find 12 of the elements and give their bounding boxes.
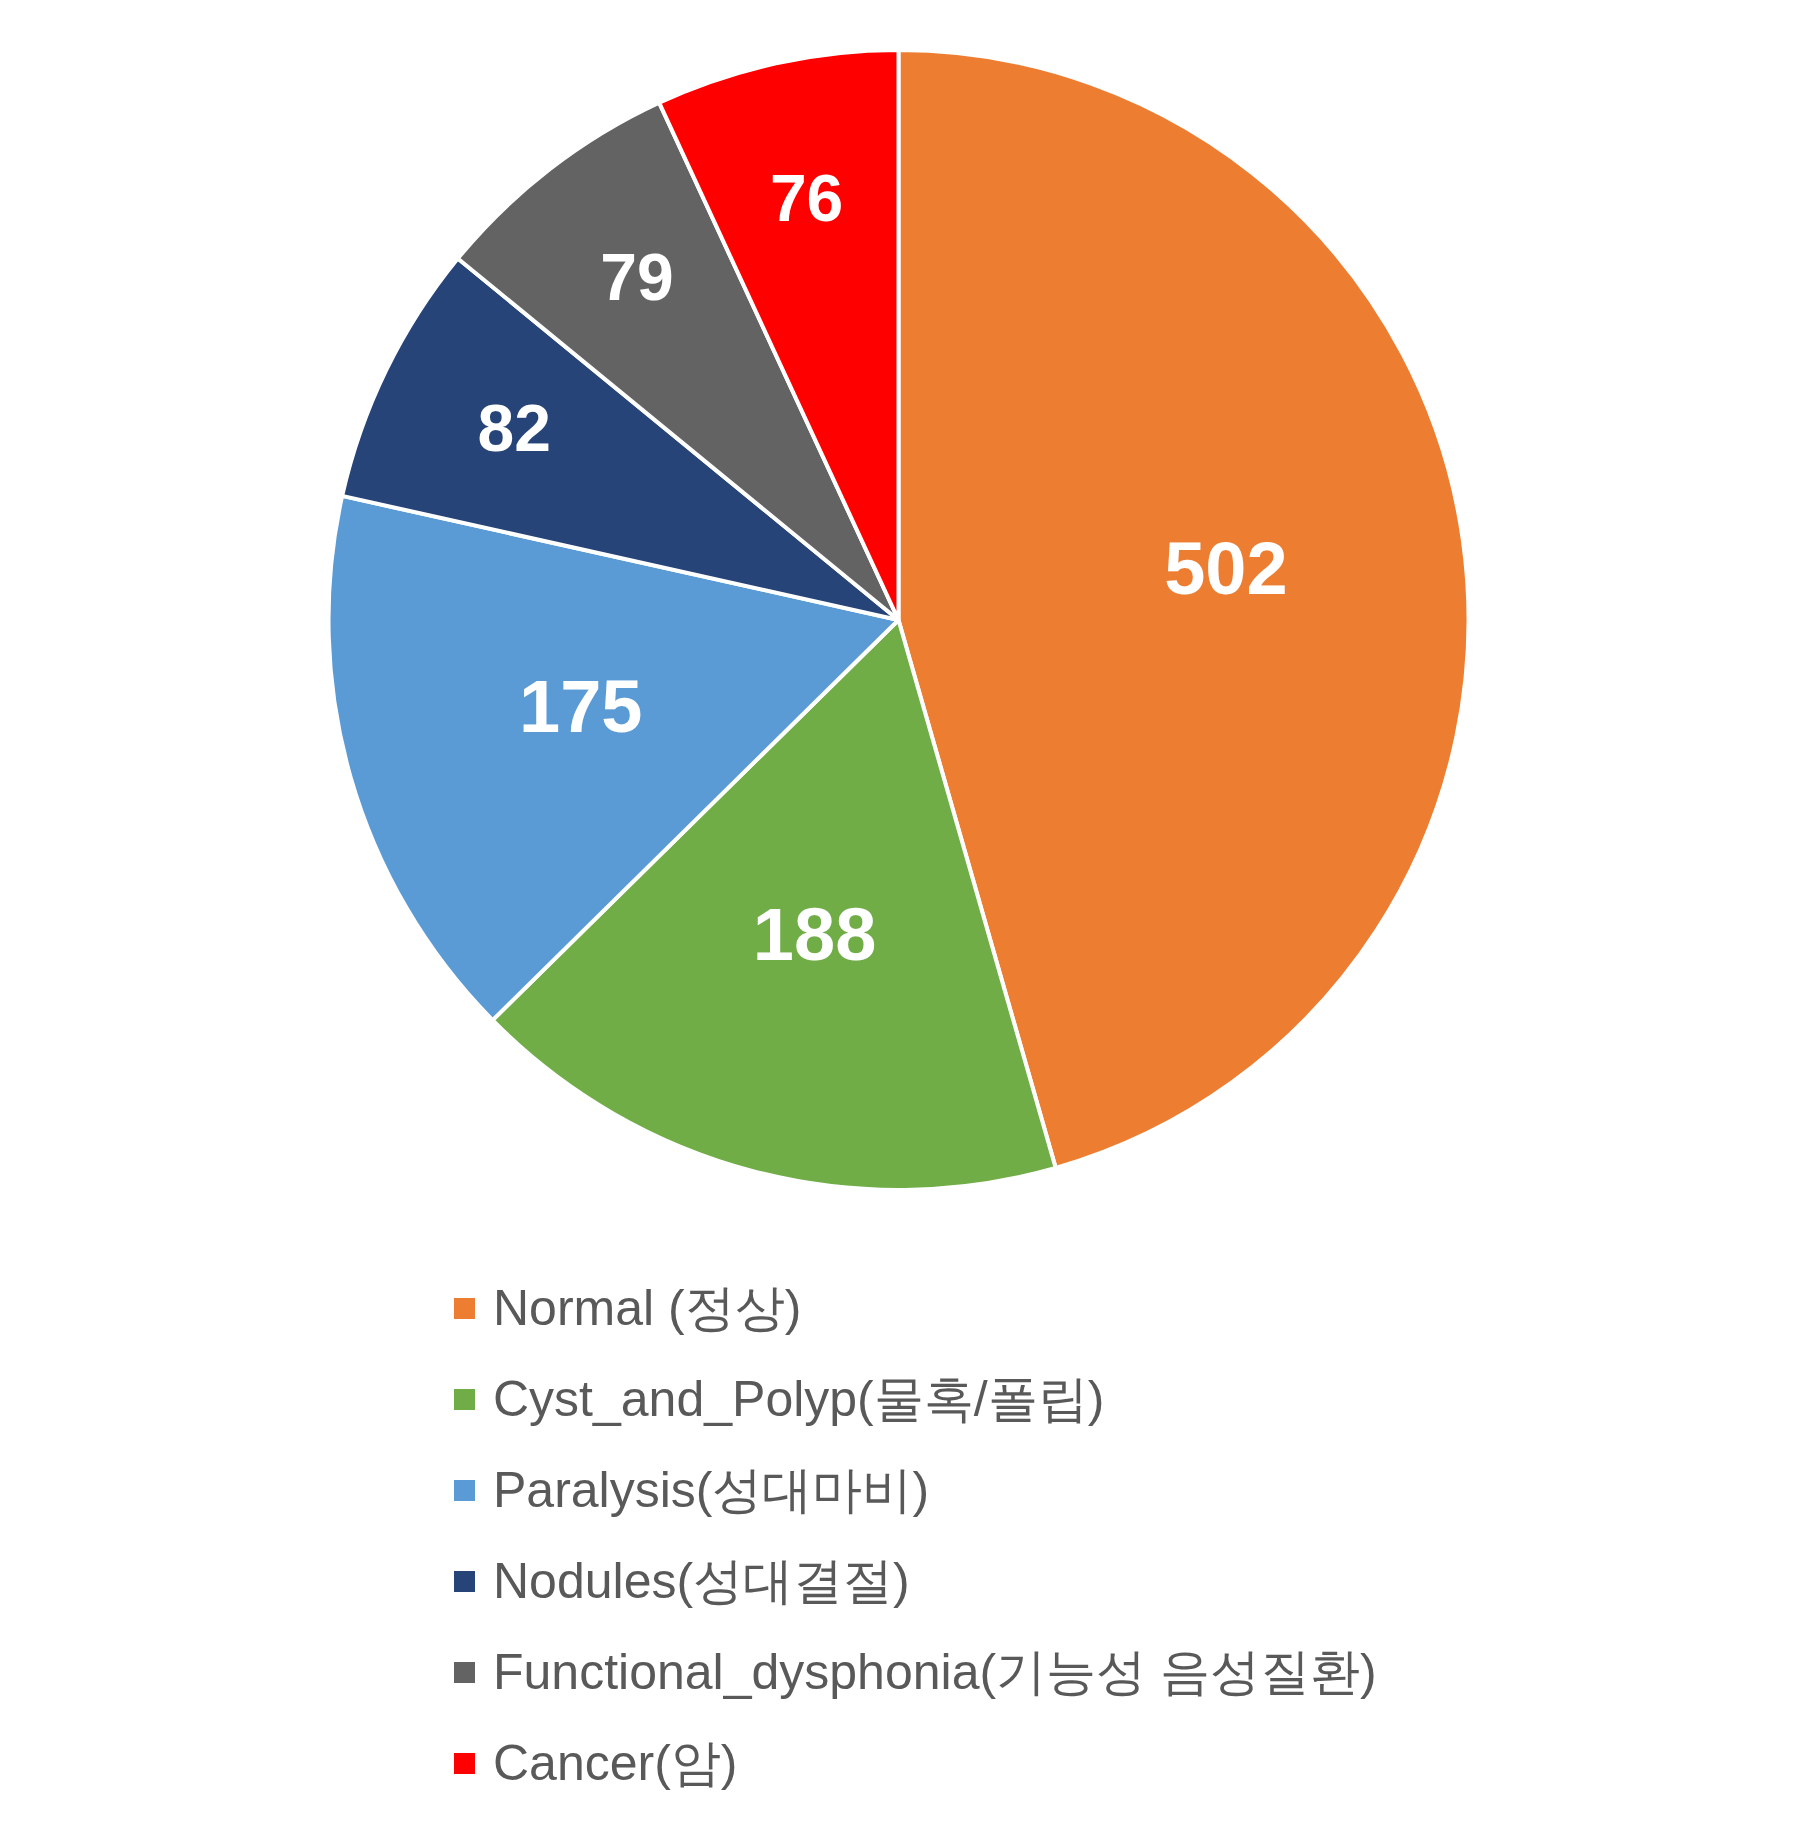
data-label: 76	[769, 160, 844, 235]
legend-label: Cyst_and_Polyp(물혹/폴립)	[493, 1370, 1105, 1429]
legend-label: Functional_dysphonia(기능성 음성질환)	[493, 1643, 1377, 1702]
legend-label: Paralysis(성대마비)	[493, 1461, 930, 1520]
data-label: 175	[518, 664, 643, 748]
data-label: 188	[752, 893, 877, 977]
data-label: 502	[1164, 527, 1288, 611]
data-label: 82	[477, 390, 551, 465]
data-label: 79	[600, 240, 674, 315]
legend-label: Cancer(암)	[493, 1734, 738, 1793]
legend-label: Normal (정상)	[493, 1279, 802, 1338]
legend-label: Nodules(성대결절)	[493, 1552, 910, 1611]
